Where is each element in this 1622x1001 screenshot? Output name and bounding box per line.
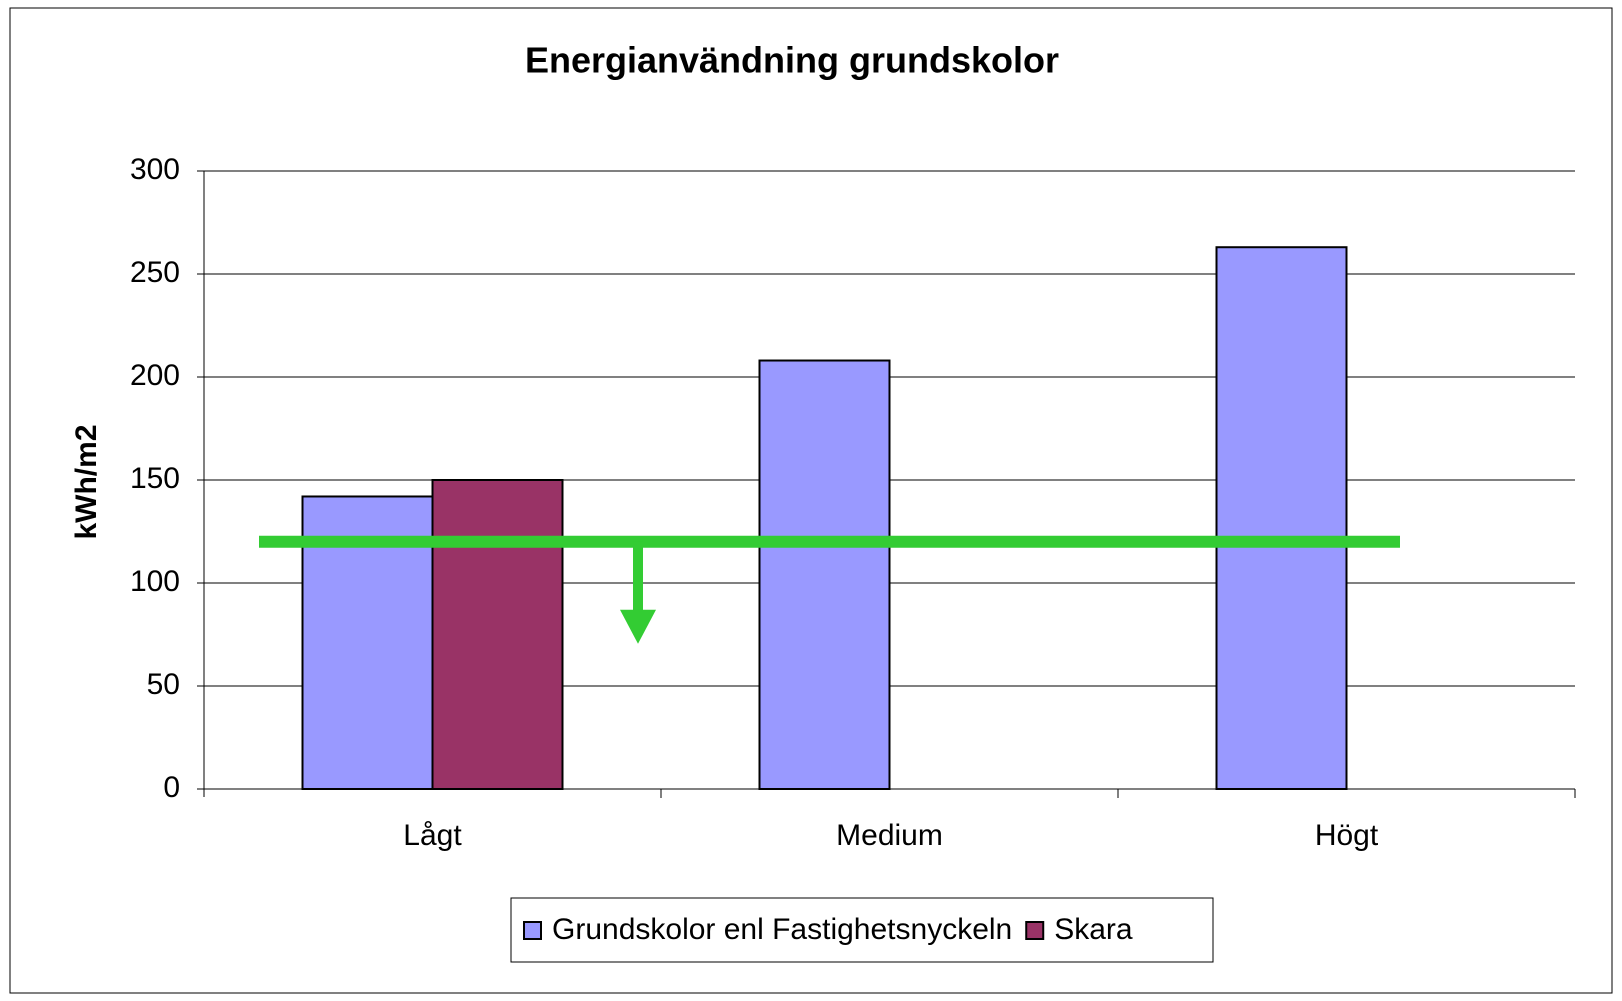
legend-swatch <box>1025 921 1045 940</box>
x-tick-label: Medium <box>836 819 943 852</box>
y-axis-label: kWh/m2 <box>70 424 103 539</box>
y-tick-label: 150 <box>130 462 180 495</box>
y-tick-label: 250 <box>130 256 180 289</box>
target-arrow-head <box>620 609 656 644</box>
y-tick-label: 50 <box>147 668 180 701</box>
y-tick-label: 200 <box>130 359 180 392</box>
legend-label: Skara <box>1054 913 1133 946</box>
y-tick-label: 0 <box>163 771 180 804</box>
legend-swatch <box>523 921 542 940</box>
x-tick-label: Lågt <box>403 819 462 852</box>
legend-box <box>510 897 1214 963</box>
y-tick-label: 300 <box>130 153 180 186</box>
y-tick-label: 100 <box>130 565 180 598</box>
bar <box>431 479 564 790</box>
legend-label: Grundskolor enl Fastighetsnyckeln <box>552 913 1012 946</box>
chart-title: Energianvändning grundskolor <box>525 40 1059 81</box>
bar <box>758 359 891 790</box>
x-tick-label: Högt <box>1315 819 1379 852</box>
bar <box>1215 246 1348 791</box>
